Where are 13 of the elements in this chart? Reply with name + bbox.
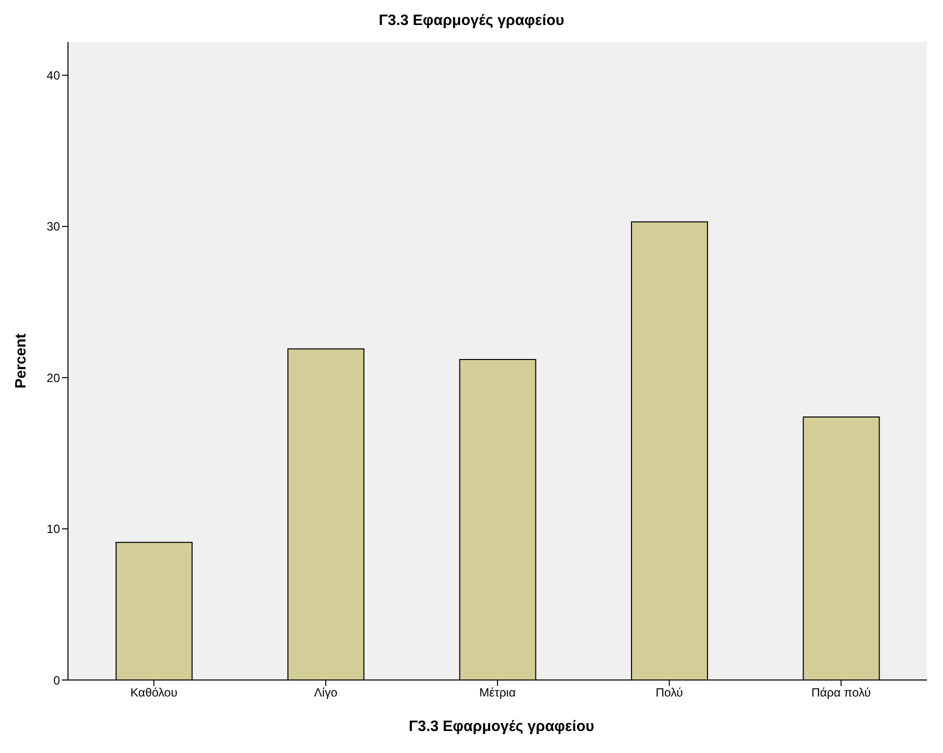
x-tick-label: Μέτρια bbox=[479, 686, 516, 700]
x-tick-label: Λίγο bbox=[314, 686, 338, 700]
x-tick-label: Πάρα πολύ bbox=[811, 686, 871, 700]
y-tick-label: 10 bbox=[46, 522, 60, 536]
y-tick-label: 30 bbox=[46, 220, 60, 234]
x-tick-label: Πολύ bbox=[656, 686, 683, 700]
x-axis-title: Γ3.3 Εφαρμογές γραφείου bbox=[408, 718, 596, 735]
y-tick-label: 0 bbox=[53, 673, 60, 688]
y-axis-title: Percent bbox=[12, 333, 30, 389]
chart-title: Γ3.3 Εφαρμογές γραφείου bbox=[378, 11, 566, 31]
y-tick-label: 40 bbox=[46, 68, 60, 83]
x-tick-label: Καθόλου bbox=[130, 686, 178, 700]
y-tick-label: 20 bbox=[46, 370, 60, 385]
